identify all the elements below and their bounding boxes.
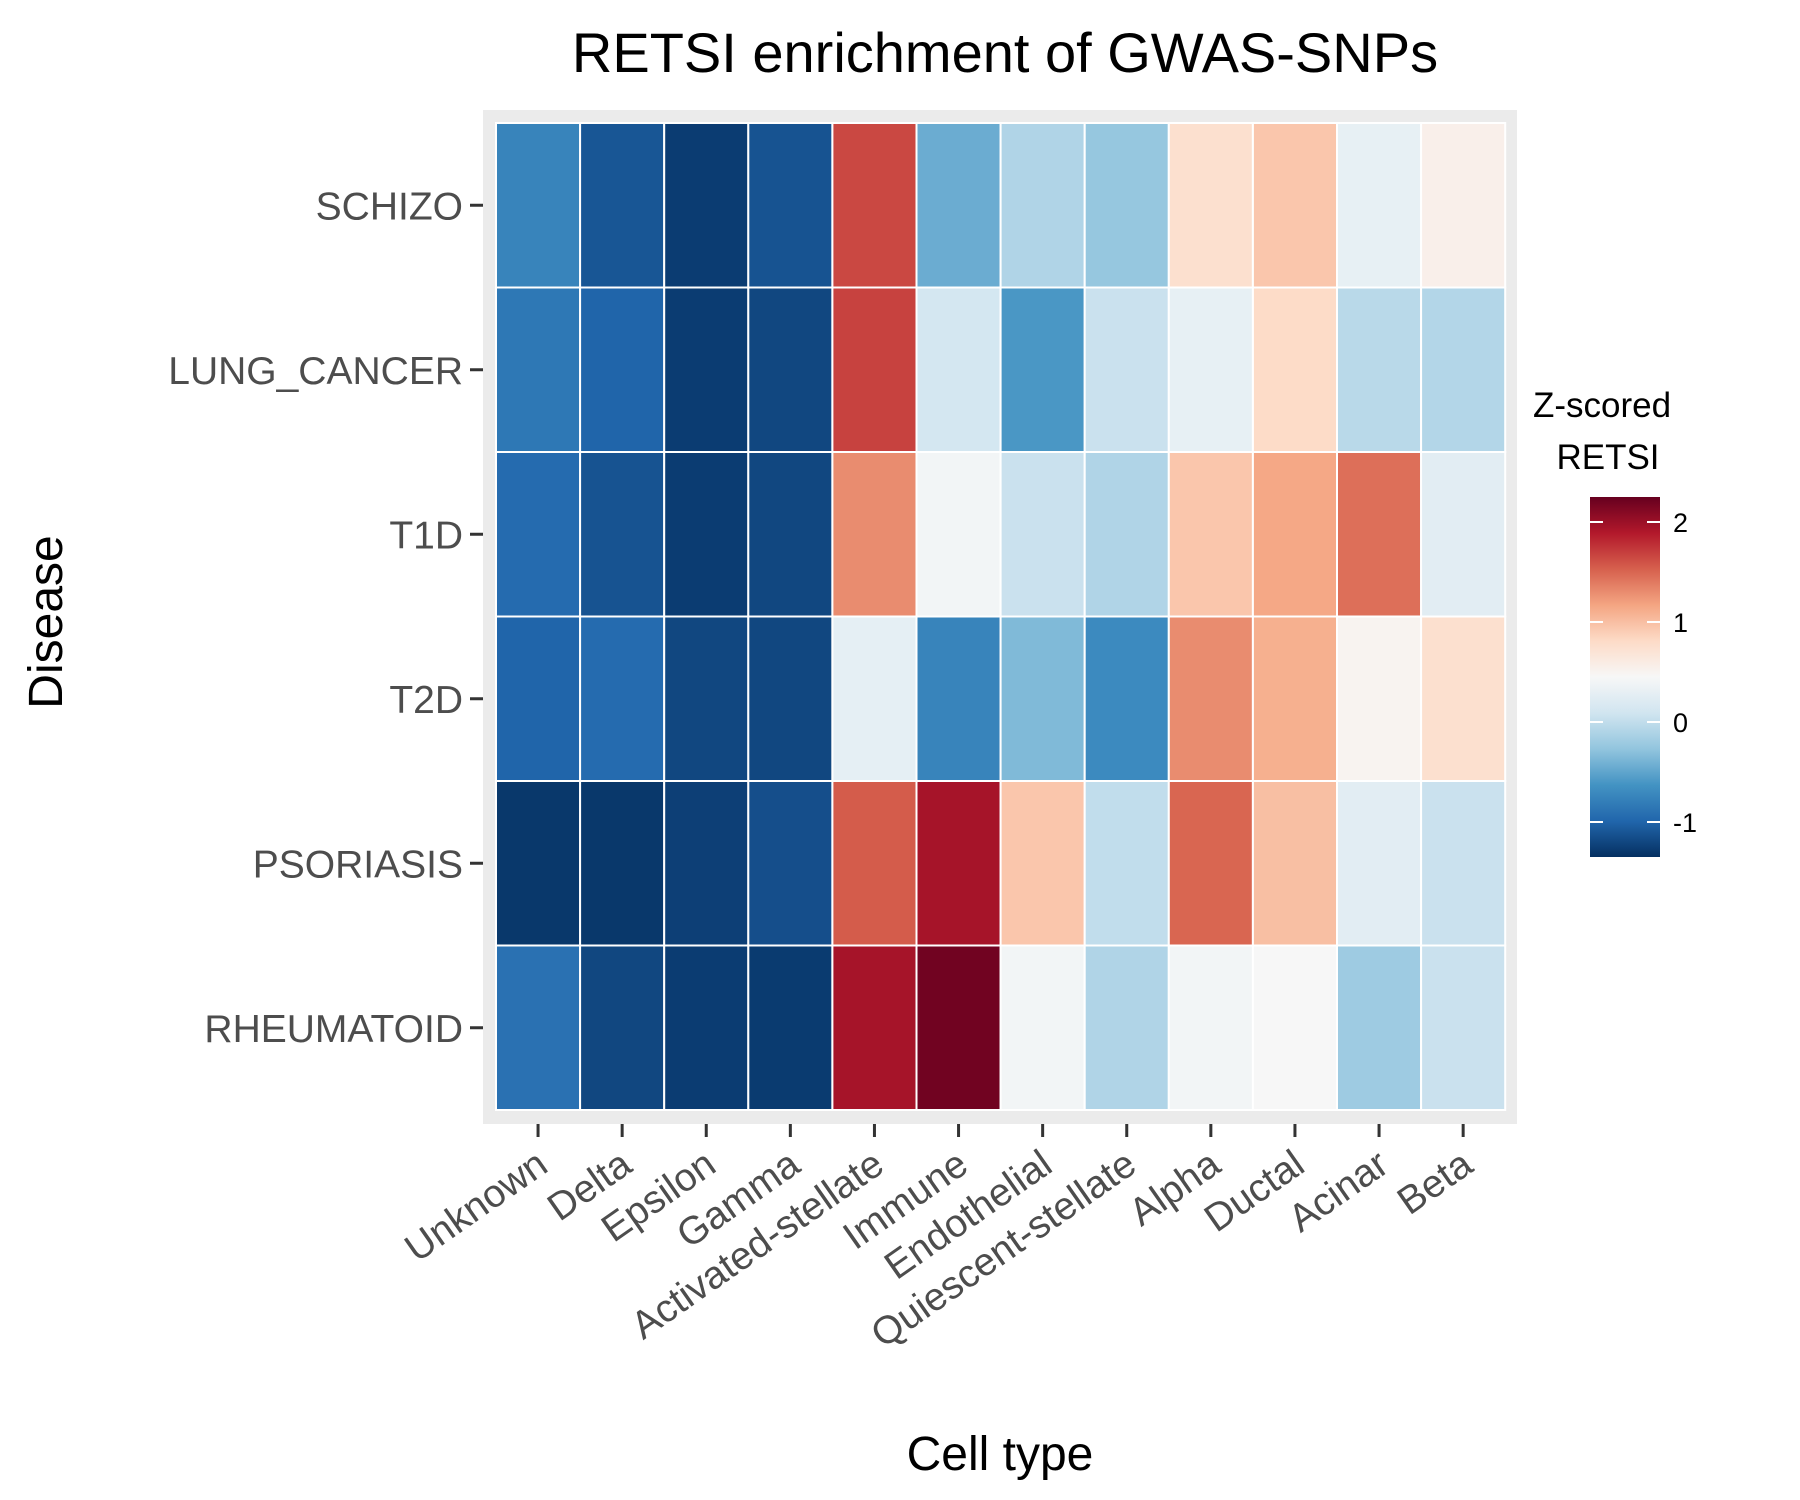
heatmap-cell-PSORIASIS-Alpha xyxy=(1167,780,1254,947)
heatmap-cell-LUNG_CANCER-Immune xyxy=(915,286,1002,453)
heatmap-cell-LUNG_CANCER-Ductal xyxy=(1251,286,1339,453)
heatmap-cell-T2D-Delta xyxy=(579,615,666,782)
heatmap-cell-PSORIASIS-Gamma xyxy=(747,780,834,947)
legend-title-line-1: Z-scored xyxy=(1533,386,1671,425)
heatmap-cell-PSORIASIS-Immune xyxy=(915,780,1002,947)
heatmap-cells xyxy=(495,122,1507,1111)
y-tick-label: T1D xyxy=(389,514,463,557)
heatmap-cell-T2D-Ductal xyxy=(1251,615,1339,782)
heatmap-cell-PSORIASIS-Quiescent-stellate xyxy=(1083,780,1170,947)
y-axis-title: Disease xyxy=(20,535,73,708)
heatmap-cell-SCHIZO-Activated-stellate xyxy=(831,122,918,289)
heatmap-cell-T2D-Beta xyxy=(1420,615,1507,782)
heatmap-cell-RHEUMATOID-Beta xyxy=(1420,944,1507,1111)
legend-tick-label: -1 xyxy=(1673,808,1697,838)
heatmap-cell-SCHIZO-Alpha xyxy=(1167,122,1254,289)
heatmap-cell-RHEUMATOID-Ductal xyxy=(1251,944,1339,1111)
heatmap-cell-SCHIZO-Endothelial xyxy=(999,122,1086,289)
heatmap-cell-T1D-Quiescent-stellate xyxy=(1083,451,1170,618)
y-tick-label: RHEUMATOID xyxy=(204,1008,463,1051)
heatmap-cell-SCHIZO-Immune xyxy=(915,122,1002,289)
heatmap-cell-T1D-Activated-stellate xyxy=(831,451,918,618)
heatmap-cell-SCHIZO-Epsilon xyxy=(663,122,750,289)
heatmap-cell-RHEUMATOID-Alpha xyxy=(1167,944,1254,1111)
heatmap-cell-LUNG_CANCER-Acinar xyxy=(1336,286,1423,453)
heatmap-cell-T2D-Quiescent-stellate xyxy=(1083,615,1170,782)
heatmap-cell-PSORIASIS-Acinar xyxy=(1336,780,1423,947)
chart-title: RETSI enrichment of GWAS-SNPs xyxy=(572,21,1438,84)
legend-ticks: -1 0 1 2 xyxy=(1590,508,1697,838)
heatmap-cell-SCHIZO-Acinar xyxy=(1336,122,1423,289)
heatmap-cell-T2D-Immune xyxy=(915,615,1002,782)
heatmap-cell-LUNG_CANCER-Delta xyxy=(579,286,666,453)
heatmap-cell-PSORIASIS-Endothelial xyxy=(999,780,1086,947)
heatmap-cell-LUNG_CANCER-Beta xyxy=(1420,286,1507,453)
x-tick-label: Beta xyxy=(1390,1142,1481,1223)
heatmap-cell-PSORIASIS-Epsilon xyxy=(663,780,750,947)
heatmap-cell-T2D-Activated-stellate xyxy=(831,615,918,782)
heatmap-cell-T1D-Endothelial xyxy=(999,451,1086,618)
x-axis-title: Cell type xyxy=(907,1428,1094,1481)
heatmap-cell-PSORIASIS-Unknown xyxy=(495,780,582,947)
x-tick-label: Acinar xyxy=(1281,1142,1396,1241)
legend-tick-label: 0 xyxy=(1673,708,1688,738)
heatmap-cell-RHEUMATOID-Endothelial xyxy=(999,944,1086,1111)
heatmap-cell-PSORIASIS-Beta xyxy=(1420,780,1507,947)
x-axis: UnknownDeltaEpsilonGammaActivated-stella… xyxy=(397,1124,1481,1356)
heatmap-cell-LUNG_CANCER-Activated-stellate xyxy=(831,286,918,453)
y-axis: SCHIZO LUNG_CANCER T1D T2D PSORIASIS RHEUMATO… xyxy=(168,185,483,1051)
heatmap-cell-LUNG_CANCER-Alpha xyxy=(1167,286,1254,453)
heatmap-cell-LUNG_CANCER-Epsilon xyxy=(663,286,750,453)
y-tick-label: SCHIZO xyxy=(316,185,463,228)
heatmap-cell-LUNG_CANCER-Gamma xyxy=(747,286,834,453)
y-tick-label: PSORIASIS xyxy=(253,843,463,886)
color-legend: Z-scored RETSI -1 0 1 2 xyxy=(1533,386,1697,857)
y-tick-label: T2D xyxy=(389,679,463,722)
heatmap-cell-T1D-Immune xyxy=(915,451,1002,618)
heatmap-cell-T2D-Gamma xyxy=(747,615,834,782)
heatmap-cell-RHEUMATOID-Gamma xyxy=(747,944,834,1111)
heatmap-cell-SCHIZO-Gamma xyxy=(747,122,834,289)
y-tick-label: LUNG_CANCER xyxy=(168,350,463,393)
heatmap-cell-RHEUMATOID-Quiescent-stellate xyxy=(1083,944,1170,1111)
x-tick-label: Unknown xyxy=(397,1142,555,1270)
heatmap-cell-LUNG_CANCER-Quiescent-stellate xyxy=(1083,286,1170,453)
legend-title-line-2: RETSI xyxy=(1556,438,1659,477)
heatmap-cell-RHEUMATOID-Activated-stellate xyxy=(831,944,918,1111)
heatmap-cell-T2D-Alpha xyxy=(1167,615,1254,782)
heatmap-cell-T1D-Ductal xyxy=(1251,451,1339,618)
heatmap-cell-SCHIZO-Unknown xyxy=(495,122,582,289)
heatmap-cell-T2D-Acinar xyxy=(1336,615,1423,782)
heatmap-cell-T1D-Acinar xyxy=(1336,451,1423,618)
heatmap-cell-T1D-Epsilon xyxy=(663,451,750,618)
heatmap-cell-SCHIZO-Beta xyxy=(1420,122,1507,289)
heatmap-cell-RHEUMATOID-Delta xyxy=(579,944,666,1111)
heatmap-cell-RHEUMATOID-Epsilon xyxy=(663,944,750,1111)
legend-colorbar xyxy=(1590,497,1660,857)
heatmap-cell-T1D-Beta xyxy=(1420,451,1507,618)
legend-tick-label: 1 xyxy=(1673,608,1688,638)
heatmap-cell-SCHIZO-Ductal xyxy=(1251,122,1339,289)
heatmap-cell-T2D-Epsilon xyxy=(663,615,750,782)
heatmap-cell-PSORIASIS-Delta xyxy=(579,780,666,947)
heatmap-cell-PSORIASIS-Ductal xyxy=(1251,780,1339,947)
heatmap-cell-RHEUMATOID-Unknown xyxy=(495,944,582,1111)
heatmap-cell-T1D-Unknown xyxy=(495,451,582,618)
heatmap-cell-SCHIZO-Delta xyxy=(579,122,666,289)
heatmap-cell-RHEUMATOID-Immune xyxy=(915,944,1002,1111)
heatmap-cell-LUNG_CANCER-Unknown xyxy=(495,286,582,453)
heatmap-cell-T2D-Endothelial xyxy=(999,615,1086,782)
heatmap-cell-PSORIASIS-Activated-stellate xyxy=(831,780,918,947)
heatmap-cell-T1D-Gamma xyxy=(747,451,834,618)
heatmap-cell-T1D-Delta xyxy=(579,451,666,618)
heatmap-cell-T2D-Unknown xyxy=(495,615,582,782)
heatmap-cell-RHEUMATOID-Acinar xyxy=(1336,944,1423,1111)
heatmap-cell-LUNG_CANCER-Endothelial xyxy=(999,286,1086,453)
heatmap-cell-T1D-Alpha xyxy=(1167,451,1254,618)
legend-tick-label: 2 xyxy=(1673,508,1688,538)
heatmap-cell-SCHIZO-Quiescent-stellate xyxy=(1083,122,1170,289)
